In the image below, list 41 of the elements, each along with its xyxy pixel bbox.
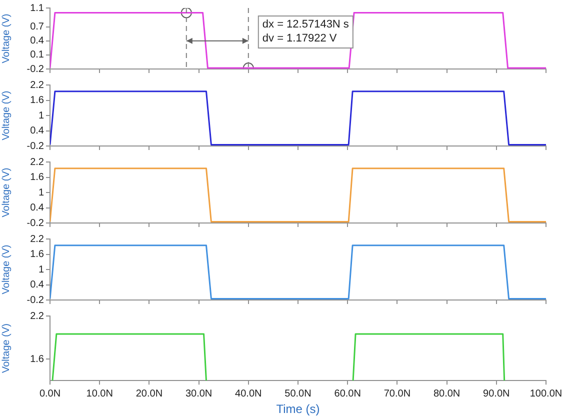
x-tick-label: 70.0N [384, 388, 411, 400]
y-tick-label: 1.6 [30, 172, 44, 183]
x-tick-label: 40.0N [235, 388, 262, 400]
y-tick-label: -0.2 [26, 64, 44, 75]
x-tick-label: 90.0N [483, 388, 510, 400]
x-tick-label: 10.0N [86, 388, 113, 400]
y-tick-label: 0.4 [30, 126, 44, 136]
y-tick-label: 1.1 [30, 2, 44, 14]
y-tick-label: 0.4 [30, 36, 44, 47]
y-tick-label: 0.4 [30, 280, 44, 290]
y-tick-label: 1.6 [30, 95, 44, 106]
y-tick-label: 1 [38, 110, 44, 122]
y-axis-title: Voltage (V) [0, 14, 12, 64]
y-axis-title: Voltage (V) [0, 168, 12, 218]
y-tick-label: 1.6 [30, 249, 44, 260]
y-tick-label: 1 [38, 187, 44, 198]
y-axis-title: Voltage (V) [0, 244, 12, 294]
y-tick-label: 2.2 [30, 80, 44, 91]
y-axis-title: Voltage (V) [0, 324, 12, 374]
x-tick-label: 100.0N [530, 388, 562, 400]
y-tick-label: 0.4 [30, 202, 44, 214]
y-tick-label: 2.2 [30, 156, 44, 168]
y-tick-label: 2.2 [30, 234, 44, 245]
y-tick-label: -0.2 [26, 294, 44, 306]
y-tick-label: 0.1 [30, 50, 44, 61]
y-tick-label: 0.7 [30, 22, 44, 33]
x-axis-title: Time (s) [276, 402, 320, 416]
y-tick-label: 1 [38, 264, 44, 276]
y-tick-label: -0.2 [26, 140, 44, 152]
y-tick-label: 2.2 [30, 310, 44, 322]
x-tick-label: 80.0N [433, 388, 460, 400]
y-tick-label: -0.2 [26, 218, 44, 229]
y-tick-label: 1.6 [30, 354, 44, 365]
x-tick-label: 60.0N [334, 388, 361, 400]
y-axis-title: Voltage (V) [0, 90, 12, 140]
annotation: dx = 12.57143N s [262, 18, 350, 31]
x-tick-label: 50.0N [284, 388, 312, 400]
x-tick-label: 20.0N [136, 388, 163, 400]
annotation: dv = 1.17922 V [262, 32, 338, 45]
x-tick-label: 0.0N [39, 388, 61, 400]
x-tick-label: 30.0N [185, 388, 212, 400]
